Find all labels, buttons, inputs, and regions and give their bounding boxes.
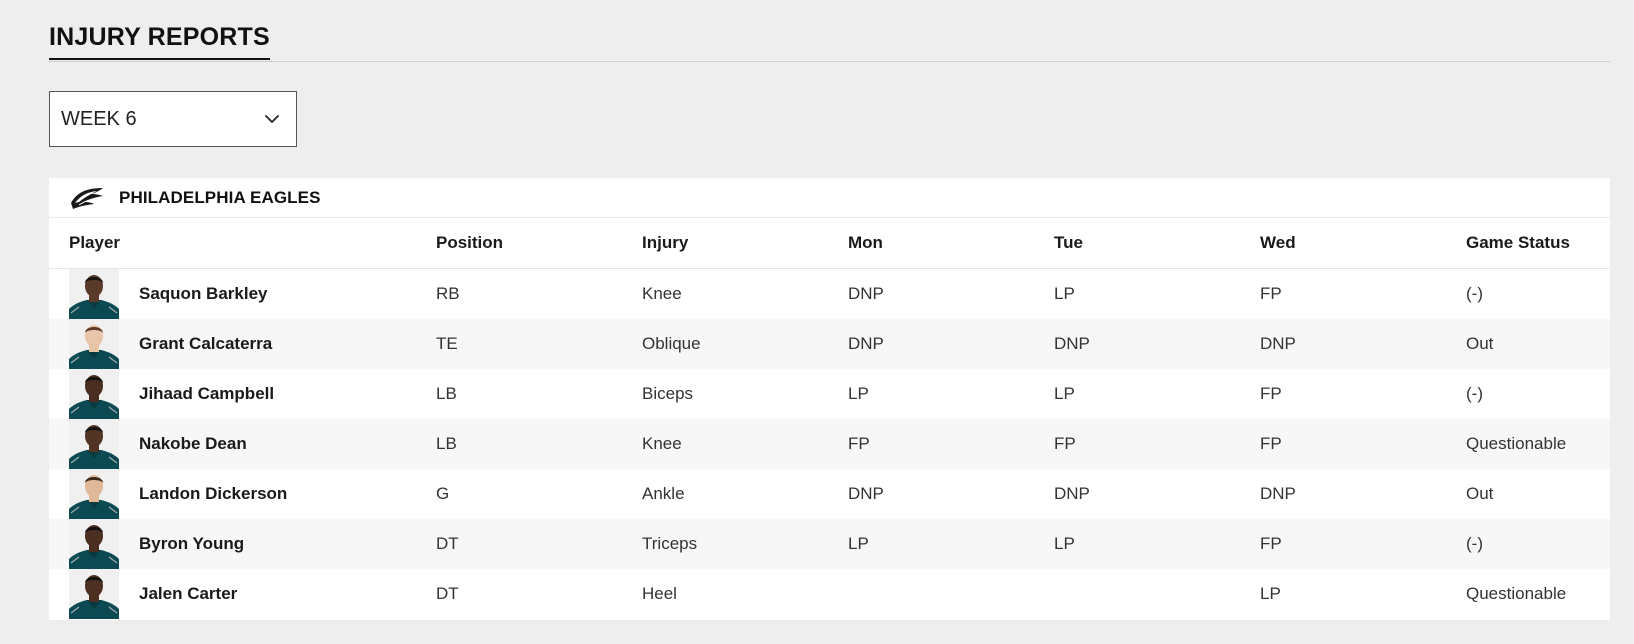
cell-injury: Triceps: [642, 519, 848, 569]
player-headshot-icon[interactable]: [69, 519, 119, 569]
chevron-down-icon: [265, 115, 279, 123]
cell-injury: Knee: [642, 284, 682, 303]
cell-game-status: Questionable: [1466, 419, 1610, 469]
table-row: Jihaad Campbell LB Biceps LP LP FP (-): [49, 369, 1610, 419]
team-name: PHILADELPHIA EAGLES: [119, 187, 321, 207]
table-row: Nakobe Dean LB Knee FP FP FP Questionable: [49, 419, 1610, 469]
cell-wed: FP: [1260, 284, 1282, 303]
player-headshot-icon[interactable]: [69, 319, 119, 369]
injury-table-body: Saquon Barkley RB Knee DNP LP FP (-) Grant Calc…: [49, 269, 1610, 619]
cell-player: Nakobe Dean: [49, 419, 436, 469]
cell-player: Byron Young: [49, 519, 436, 569]
eagles-logo-icon: [71, 187, 103, 209]
header-player: Player: [49, 218, 436, 269]
cell-wed: LP: [1260, 584, 1281, 603]
player-name[interactable]: Landon Dickerson: [139, 484, 288, 503]
cell-position: RB: [436, 284, 460, 303]
header-injury: Injury: [642, 218, 848, 269]
cell-injury: Knee: [642, 419, 848, 469]
cell-player: Landon Dickerson: [49, 469, 436, 519]
cell-mon: LP: [848, 384, 869, 403]
player-name[interactable]: Jihaad Campbell: [139, 384, 275, 403]
cell-injury: Ankle: [642, 484, 685, 503]
header-mon: Mon: [848, 218, 1054, 269]
cell-tue: [1054, 569, 1260, 619]
player-name[interactable]: Jalen Carter: [139, 584, 238, 603]
cell-game-status: Out: [1466, 484, 1494, 503]
header-game-status: Game Status: [1466, 218, 1610, 269]
cell-mon: DNP: [848, 484, 884, 503]
injury-table: Player Position Injury Mon Tue Wed Game …: [49, 218, 1610, 619]
cell-wed: DNP: [1260, 484, 1296, 503]
player-headshot-icon[interactable]: [69, 369, 119, 419]
cell-tue: FP: [1054, 419, 1260, 469]
page-title: INJURY REPORTS: [49, 20, 270, 60]
player-cell: Jalen Carter: [69, 569, 436, 619]
cell-tue: LP: [1054, 519, 1260, 569]
cell-injury: Biceps: [642, 384, 694, 403]
player-cell: Nakobe Dean: [69, 419, 436, 469]
player-cell: Landon Dickerson: [69, 469, 436, 519]
cell-injury: Heel: [642, 584, 677, 603]
cell-player: Saquon Barkley: [49, 269, 436, 319]
player-cell: Byron Young: [69, 519, 436, 569]
cell-player: Jihaad Campbell: [49, 369, 436, 419]
player-name[interactable]: Grant Calcaterra: [139, 334, 273, 353]
cell-position: LB: [436, 384, 457, 403]
player-cell: Grant Calcaterra: [69, 319, 436, 369]
cell-mon: [848, 569, 1054, 619]
cell-tue: DNP: [1054, 484, 1090, 503]
cell-injury: Oblique: [642, 319, 848, 369]
table-row: Saquon Barkley RB Knee DNP LP FP (-): [49, 269, 1610, 319]
cell-game-status: Out: [1466, 319, 1610, 369]
player-headshot-icon[interactable]: [69, 269, 119, 319]
cell-tue: DNP: [1054, 319, 1260, 369]
section-header: INJURY REPORTS: [49, 20, 1610, 62]
table-row: Landon Dickerson G Ankle DNP DNP DNP Out: [49, 469, 1610, 519]
cell-position: DT: [436, 519, 642, 569]
cell-game-status: (-): [1466, 384, 1483, 403]
cell-mon: FP: [848, 419, 1054, 469]
cell-game-status: (-): [1466, 519, 1610, 569]
cell-position: DT: [436, 584, 459, 603]
player-name[interactable]: Saquon Barkley: [139, 284, 268, 303]
player-headshot-icon[interactable]: [69, 569, 119, 619]
cell-player: Jalen Carter: [49, 569, 436, 619]
header-position: Position: [436, 218, 642, 269]
cell-wed: FP: [1260, 519, 1466, 569]
table-header-row: Player Position Injury Mon Tue Wed Game …: [49, 218, 1610, 269]
week-dropdown-value: WEEK 6: [61, 107, 137, 130]
cell-tue: LP: [1054, 284, 1075, 303]
table-row: Byron Young DT Triceps LP LP FP (-): [49, 519, 1610, 569]
header-wed: Wed: [1260, 218, 1466, 269]
cell-tue: LP: [1054, 384, 1075, 403]
cell-position: LB: [436, 419, 642, 469]
cell-position: TE: [436, 319, 642, 369]
player-name[interactable]: Nakobe Dean: [139, 434, 247, 453]
table-row: Jalen Carter DT Heel LP Questionable: [49, 569, 1610, 619]
player-cell: Saquon Barkley: [69, 269, 436, 319]
player-headshot-icon[interactable]: [69, 469, 119, 519]
team-injury-card: PHILADELPHIA EAGLES Player Position Inju…: [49, 178, 1610, 620]
player-cell: Jihaad Campbell: [69, 369, 436, 419]
cell-wed: DNP: [1260, 319, 1466, 369]
cell-wed: FP: [1260, 419, 1466, 469]
team-header: PHILADELPHIA EAGLES: [49, 178, 1610, 218]
player-name[interactable]: Byron Young: [139, 534, 245, 553]
cell-mon: DNP: [848, 284, 884, 303]
cell-wed: FP: [1260, 384, 1282, 403]
week-dropdown[interactable]: WEEK 6: [49, 91, 297, 147]
cell-game-status: Questionable: [1466, 584, 1567, 603]
table-row: Grant Calcaterra TE Oblique DNP DNP DNP Out: [49, 319, 1610, 369]
cell-position: G: [436, 484, 450, 503]
header-tue: Tue: [1054, 218, 1260, 269]
player-headshot-icon[interactable]: [69, 419, 119, 469]
cell-mon: LP: [848, 519, 1054, 569]
cell-player: Grant Calcaterra: [49, 319, 436, 369]
cell-game-status: (-): [1466, 284, 1483, 303]
cell-mon: DNP: [848, 319, 1054, 369]
